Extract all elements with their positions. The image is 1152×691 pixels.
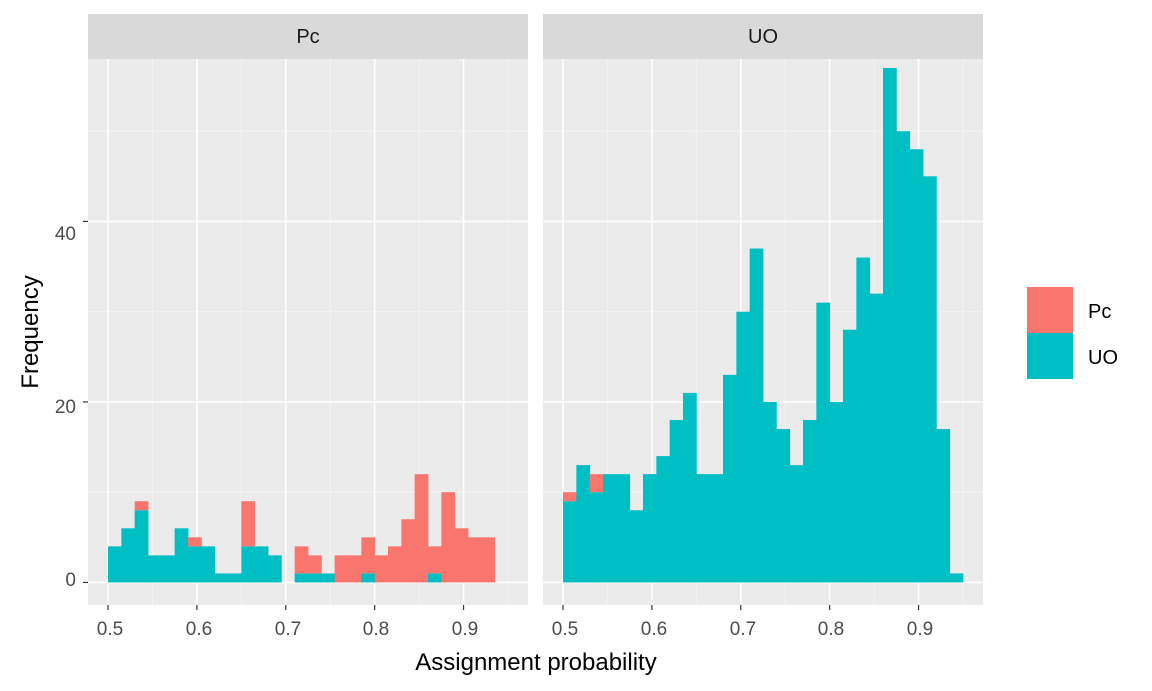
bar-pc (374, 555, 389, 583)
bar-pc (481, 537, 496, 583)
bar-uo (121, 528, 136, 583)
bar-uo (723, 374, 737, 583)
bar-uo (896, 131, 911, 583)
bar-uo (923, 176, 937, 583)
bar-uo (736, 311, 751, 583)
legend: Pc UO (1027, 287, 1118, 379)
axis-ticks (83, 220, 920, 610)
bar-uo (616, 474, 631, 583)
bar-uo (201, 546, 216, 583)
y-tick-label: 0 (65, 570, 76, 591)
bar-uo (134, 510, 149, 583)
histogram-bars (108, 68, 964, 583)
bar-uo (629, 510, 644, 583)
bar-uo (829, 401, 844, 583)
bar-uo (843, 329, 857, 583)
bar-uo (174, 528, 189, 583)
bar-uo (803, 419, 817, 583)
x-axis-title: Assignment probability (415, 649, 656, 676)
bar-uo (241, 546, 256, 583)
bar-uo (869, 293, 884, 583)
bar-uo (883, 68, 897, 583)
bar-pc (188, 537, 202, 547)
x-tick-label: 0.8 (818, 619, 844, 640)
bar-uo (108, 546, 122, 583)
strip-right-background (543, 14, 983, 59)
bar-uo (603, 474, 617, 583)
bar-uo (294, 573, 309, 583)
bar-uo (161, 555, 176, 583)
x-tick-label: 0.6 (641, 619, 667, 640)
legend-key-uo (1027, 333, 1073, 379)
x-tick-label: 0.5 (97, 619, 123, 640)
x-tick-label: 0.9 (907, 619, 933, 640)
bar-pc (454, 528, 469, 583)
y-axis-title: Frequency (17, 275, 44, 388)
bar-pc (294, 546, 309, 574)
bar-uo (763, 401, 777, 583)
bar-uo (428, 573, 442, 583)
bar-pc (134, 501, 149, 511)
bar-uo (696, 474, 711, 583)
bar-uo (228, 573, 242, 583)
bar-pc (348, 555, 362, 583)
bar-uo (563, 501, 577, 583)
x-tick-label: 0.5 (552, 619, 578, 640)
bar-uo (789, 465, 804, 583)
bar-pc (401, 519, 416, 583)
legend-label-uo: UO (1088, 347, 1118, 369)
bar-uo (576, 465, 591, 583)
bar-uo (683, 392, 697, 583)
bar-uo (749, 248, 764, 583)
bar-pc (241, 501, 256, 547)
bar-uo (361, 573, 376, 583)
bar-uo (268, 555, 282, 583)
bar-uo (936, 429, 951, 583)
bar-uo (656, 456, 671, 583)
bar-pc (361, 537, 376, 574)
bar-pc (428, 546, 442, 574)
bar-pc (388, 546, 402, 583)
strip-label-pc: Pc (296, 26, 319, 48)
bar-pc (563, 492, 577, 502)
bar-uo (669, 419, 684, 583)
bar-pc (414, 474, 429, 583)
y-tick-label: 20 (55, 397, 76, 418)
bar-uo (709, 474, 724, 583)
bar-uo (321, 573, 336, 583)
x-tick-label: 0.7 (730, 619, 756, 640)
bar-uo (776, 429, 791, 583)
strip-label-uo: UO (748, 26, 778, 48)
bar-uo (254, 546, 269, 583)
x-tick-label: 0.9 (452, 619, 478, 640)
x-tick-label: 0.6 (186, 619, 212, 640)
bar-uo (308, 573, 322, 583)
x-tick-label: 0.8 (363, 619, 389, 640)
bar-pc (589, 474, 604, 493)
bar-pc (334, 555, 349, 583)
legend-label-pc: Pc (1088, 301, 1111, 323)
bar-uo (816, 302, 831, 583)
bar-uo (188, 546, 202, 583)
bar-uo (214, 573, 229, 583)
bar-pc (308, 555, 322, 574)
bar-uo (909, 149, 924, 583)
y-tick-label: 40 (55, 224, 76, 245)
x-tick-label: 0.7 (275, 619, 301, 640)
bar-uo (856, 257, 871, 583)
bar-uo (589, 492, 604, 583)
bar-uo (949, 573, 964, 583)
panel-left-background (88, 59, 528, 605)
strip-left-background (88, 14, 528, 59)
bar-pc (468, 537, 482, 583)
legend-key-pc (1027, 287, 1073, 333)
bar-uo (148, 555, 162, 583)
bar-pc (441, 492, 456, 583)
bar-uo (643, 474, 657, 583)
